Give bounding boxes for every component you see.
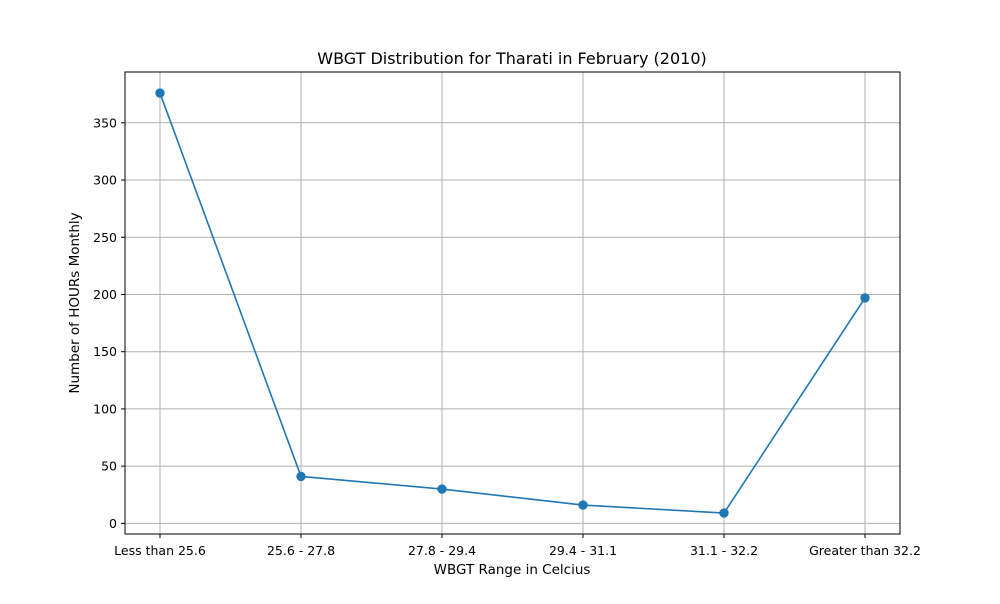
- y-tick-label: 250: [93, 230, 117, 245]
- data-point-marker: [437, 484, 447, 494]
- y-tick-label: 300: [93, 173, 117, 188]
- data-point-marker: [155, 88, 165, 98]
- y-tick-label: 50: [101, 459, 117, 474]
- y-tick-label: 100: [93, 401, 117, 416]
- y-axis-label: Number of HOURs Monthly: [67, 212, 83, 393]
- data-point-marker: [860, 293, 870, 303]
- x-tick-label: Less than 25.6: [114, 543, 206, 558]
- x-tick-label: 29.4 - 31.1: [549, 543, 617, 558]
- data-point-marker: [578, 500, 588, 510]
- x-axis-label: WBGT Range in Celcius: [434, 562, 591, 578]
- x-tick-label: 25.6 - 27.8: [267, 543, 335, 558]
- x-tick-label: 27.8 - 29.4: [408, 543, 476, 558]
- grid-layer: [125, 72, 900, 534]
- x-tick-label: Greater than 32.2: [809, 543, 921, 558]
- y-tick-label: 150: [93, 344, 117, 359]
- data-point-marker: [719, 508, 729, 518]
- series-line: [159, 92, 866, 514]
- x-tick-label: 31.1 - 32.2: [690, 543, 758, 558]
- data-point-marker: [296, 471, 306, 482]
- y-tick-label: 0: [109, 516, 117, 531]
- y-tick-label: 200: [93, 287, 117, 302]
- ticks-layer: Less than 25.6 25.6 - 27.8 27.8 - 29.4 29.4…: [93, 115, 921, 558]
- chart-title: WBGT Distribution for Tharati in Februar…: [317, 49, 706, 68]
- y-tick-label: 350: [93, 115, 117, 130]
- series-layer: [155, 88, 870, 518]
- plot-area-frame: [124, 71, 901, 535]
